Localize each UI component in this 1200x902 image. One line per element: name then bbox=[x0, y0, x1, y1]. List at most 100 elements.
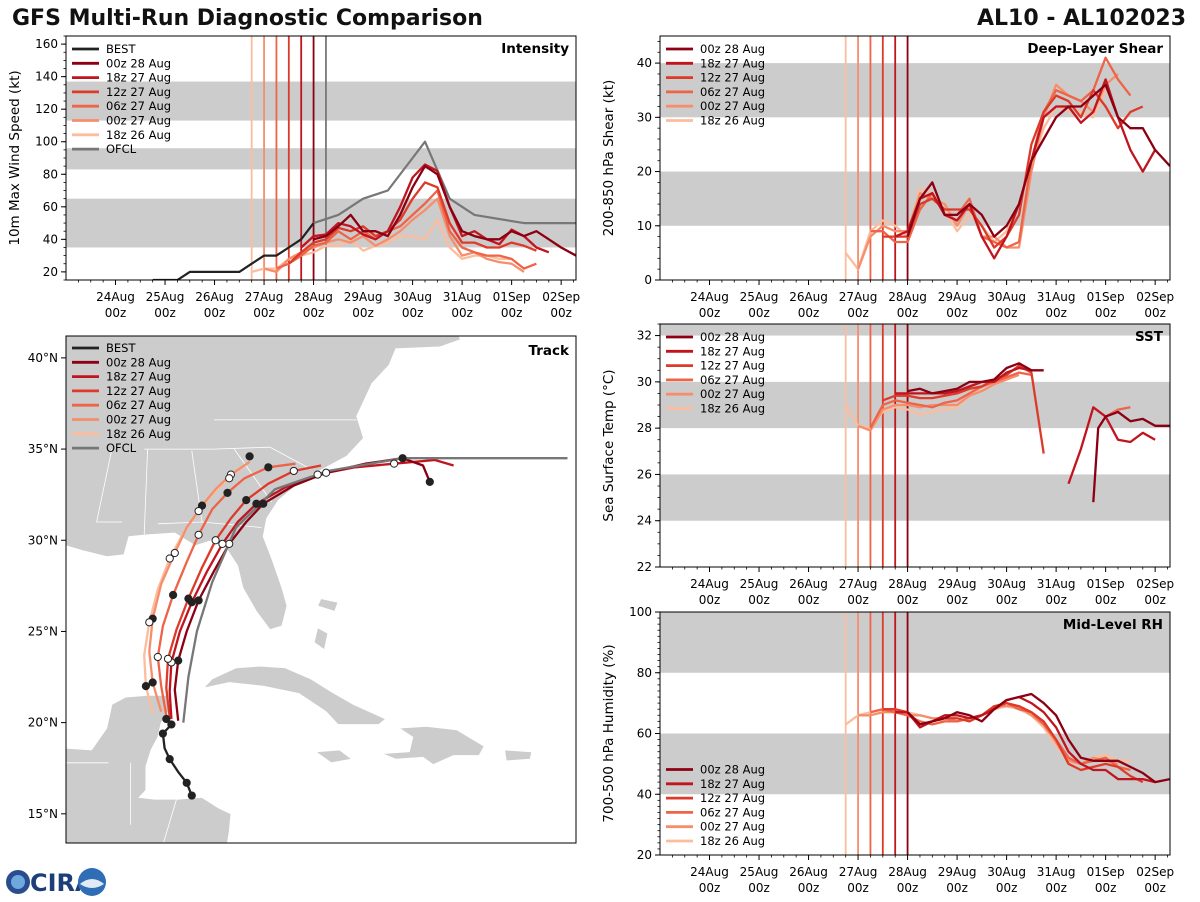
track-legend-label-00z-27-aug: 00z 27 Aug bbox=[106, 413, 171, 427]
intensity-xtick-label: 00z bbox=[253, 306, 275, 320]
intensity-legend-label-00z-28-aug: 00z 28 Aug bbox=[106, 56, 171, 70]
sst-ytick-label: 24 bbox=[637, 514, 652, 528]
track-point-18z-27-aug bbox=[218, 539, 227, 549]
intensity-title: Intensity bbox=[501, 41, 569, 57]
sst-xtick-label: 30Aug bbox=[987, 577, 1026, 591]
sst-xtick-label: 00z bbox=[897, 593, 919, 607]
intensity-series-12z-27-aug bbox=[288, 181, 537, 265]
track-series-best bbox=[161, 723, 193, 797]
shear-chart: 0 10 20 30 40 24Aug 00z 25Aug 00z 26Aug 00z 27Aug 00… bbox=[601, 35, 1174, 320]
shear-xtick-label: 00z bbox=[847, 306, 869, 320]
track-point-06z-27-aug bbox=[169, 590, 178, 600]
sst-title: SST bbox=[1135, 329, 1164, 345]
rh-xtick-label: 30Aug bbox=[987, 865, 1026, 879]
intensity-xtick-label: 00z bbox=[105, 306, 127, 320]
track-point-00z-27-aug bbox=[197, 501, 207, 510]
sst-chart: 22 24 26 28 30 32 24Aug 00z 25Aug 00z 26Aug 00z 27Au… bbox=[601, 323, 1174, 607]
track-lat-label: 20°N bbox=[28, 716, 58, 730]
shear-series-18z-27-aug bbox=[894, 78, 1157, 260]
shear-legend-label-06z-27-aug: 06z 27 Aug bbox=[700, 85, 765, 99]
shear-title: Deep-Layer Shear bbox=[1027, 41, 1163, 57]
cira-logo: CIRA bbox=[4, 866, 108, 898]
state-border-4 bbox=[143, 449, 148, 535]
sst-ytick-label: 32 bbox=[637, 329, 652, 343]
rh-series-12z-27-aug bbox=[882, 701, 1144, 784]
intensity-band-0 bbox=[66, 198, 576, 248]
rh-series-00z-27-aug bbox=[858, 705, 1119, 766]
shear-xtick-label: 00z bbox=[946, 306, 968, 320]
track-series-18z-27-aug bbox=[168, 458, 454, 720]
shear-series-12z-27-aug bbox=[882, 89, 1144, 249]
shear-xtick-label: 31Aug bbox=[1037, 290, 1076, 304]
intensity-ytick-label: 160 bbox=[35, 37, 58, 51]
track-legend-label-00z-28-aug: 00z 28 Aug bbox=[106, 355, 171, 369]
shear-xtick-label: 00z bbox=[996, 306, 1018, 320]
track-point-06z-27-aug bbox=[153, 652, 162, 662]
rh-chart: 20 40 60 80 100 24Aug 00z 25Aug 00z 26Aug 00z 27Aug… bbox=[601, 605, 1174, 895]
rh-xtick-label: 00z bbox=[748, 881, 770, 895]
rh-series-00z-28-aug bbox=[906, 692, 1170, 784]
sst-xtick-label: 02Sep bbox=[1136, 577, 1174, 591]
track-point-12z-27-aug bbox=[242, 496, 251, 505]
state-border-0 bbox=[157, 521, 262, 528]
state-border-2 bbox=[191, 450, 203, 523]
sst-frame bbox=[659, 323, 1171, 568]
sst-legend-label-18z-26-aug: 18z 26 Aug bbox=[700, 402, 765, 416]
sst-legend-label-00z-27-aug: 00z 27 Aug bbox=[700, 387, 765, 401]
sst-xtick-label: 00z bbox=[996, 593, 1018, 607]
track-series-00z-28-aug bbox=[173, 457, 431, 721]
sst-ytick-label: 26 bbox=[637, 467, 652, 481]
shear-ytick-label: 20 bbox=[637, 165, 652, 179]
track-point-06z-27-aug bbox=[223, 488, 232, 497]
track-point-00z-27-aug bbox=[148, 614, 157, 623]
rh-series-06z-27-aug bbox=[870, 701, 1131, 772]
sst-band-2 bbox=[660, 324, 1170, 336]
intensity-series-18z-27-aug bbox=[300, 163, 550, 254]
intensity-ytick-label: 80 bbox=[43, 167, 58, 181]
track-point-00z-27-aug bbox=[226, 470, 235, 479]
rh-legend-label-18z-27-aug: 18z 27 Aug bbox=[700, 777, 765, 791]
rh-xtick-label: 26Aug bbox=[789, 865, 828, 879]
shear-xtick-label: 29Aug bbox=[938, 290, 977, 304]
rh-ytick-label: 100 bbox=[629, 605, 652, 619]
intensity-legend-label-best: BEST bbox=[106, 42, 136, 56]
rh-xtick-label: 00z bbox=[996, 881, 1018, 895]
intensity-series-best bbox=[152, 222, 315, 280]
track-point-12z-27-aug bbox=[163, 654, 173, 663]
sst-series-18z-26-aug bbox=[844, 376, 1008, 430]
track-point-12z-27-aug bbox=[184, 594, 193, 603]
track-legend-label-ofcl: OFCL bbox=[106, 441, 137, 455]
page-title: GFS Multi-Run Diagnostic Comparison bbox=[12, 6, 483, 31]
sst-xtick-label: 00z bbox=[798, 593, 820, 607]
rh-ytick-label: 40 bbox=[637, 787, 652, 801]
track-point-18z-27-aug bbox=[252, 499, 261, 508]
sst-xtick-label: 00z bbox=[1144, 593, 1166, 607]
sst-xtick-label: 26Aug bbox=[789, 577, 828, 591]
land-north-america bbox=[66, 336, 461, 631]
track-legend-label-06z-27-aug: 06z 27 Aug bbox=[106, 398, 171, 412]
sst-legend-label-00z-28-aug: 00z 28 Aug bbox=[700, 330, 765, 344]
shear-xtick-label: 26Aug bbox=[789, 290, 828, 304]
track-point-00z-28-aug bbox=[322, 468, 331, 477]
rh-legend-label-00z-28-aug: 00z 28 Aug bbox=[700, 763, 765, 777]
intensity-legend-label-18z-26-aug: 18z 26 Aug bbox=[106, 128, 171, 142]
track-point-18z-27-aug bbox=[167, 658, 176, 667]
intensity-xtick-label: 00z bbox=[352, 306, 374, 320]
track-point-00z-27-aug bbox=[245, 452, 254, 461]
land-jamaica bbox=[314, 749, 353, 764]
rh-band-0 bbox=[660, 733, 1170, 795]
shear-legend-label-18z-26-aug: 18z 26 Aug bbox=[700, 114, 765, 128]
track-point-00z-28-aug bbox=[398, 454, 407, 463]
land-bahamas-abaco bbox=[317, 598, 339, 612]
intensity-frame bbox=[65, 35, 577, 281]
track-legend-label-18z-26-aug: 18z 26 Aug bbox=[106, 427, 171, 441]
shear-ytick-label: 0 bbox=[644, 273, 652, 287]
rh-xtick-label: 01Sep bbox=[1087, 865, 1125, 879]
land-hispaniola bbox=[382, 725, 485, 766]
track-point-best bbox=[182, 778, 191, 787]
storm-id-title: AL10 - AL102023 bbox=[977, 6, 1186, 31]
land-layer bbox=[66, 336, 533, 843]
sst-ytick-label: 30 bbox=[637, 375, 652, 389]
shear-xtick-label: 01Sep bbox=[1087, 290, 1125, 304]
